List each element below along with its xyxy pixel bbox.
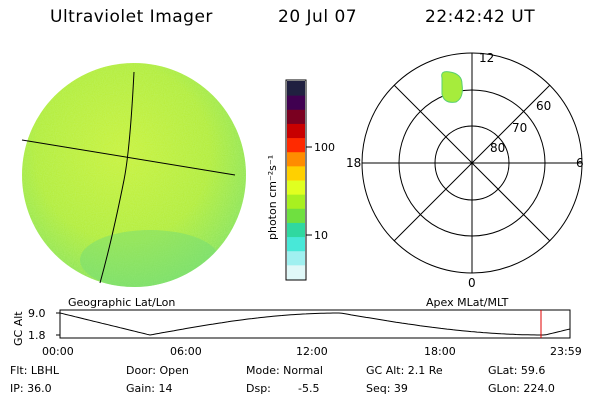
time-label: 22:42:42 UT: [425, 7, 536, 27]
door-readout: Door: Open: [126, 364, 189, 377]
uv-earth-image: [22, 63, 246, 287]
polar-panel-label: Apex MLat/MLT: [426, 296, 509, 309]
altitude-curve: [59, 312, 571, 336]
colorbar-segment: [287, 194, 305, 209]
colorbar-segment: [287, 109, 305, 124]
dsp-label: Dsp:: [246, 382, 271, 395]
auroral-oval-fragment: [441, 71, 463, 103]
alt-axis-label: GC Alt: [12, 311, 25, 346]
mlt-label-6: 6: [576, 156, 584, 170]
filter-readout: Flt: LBHL: [10, 364, 59, 377]
colorbar-segment: [287, 137, 305, 153]
time-tick-0600: 06:00: [170, 345, 202, 358]
lat-label-60: 60: [536, 99, 551, 113]
latitude-grid-line: [21, 139, 236, 176]
glat-readout: GLat: 59.6: [488, 364, 546, 377]
colorbar-tick-100: 100: [314, 141, 335, 154]
colorbar-segment: [287, 250, 305, 266]
mlt-label-18: 18: [346, 156, 361, 170]
colorbar: 100 10 photon cm⁻²s⁻¹: [266, 79, 335, 281]
colorbar-tick-10: 10: [314, 229, 328, 242]
colorbar-segment: [287, 123, 305, 139]
mlt-label-0: 0: [468, 276, 476, 290]
gc-alt-readout: GC Alt: 2.1 Re: [366, 364, 443, 377]
colorbar-segment: [287, 180, 305, 195]
lat-label-70: 70: [512, 121, 527, 135]
time-tick-1800: 18:00: [424, 345, 456, 358]
colorbar-segment: [287, 165, 305, 181]
colorbar-segment: [287, 95, 305, 110]
glon-readout: GLon: 224.0: [488, 382, 555, 395]
polar-plot: 12 18 6 0 60 70 80: [346, 51, 584, 290]
colorbar-segment: [287, 264, 305, 280]
instrument-title: Ultraviolet Imager: [50, 7, 213, 27]
alt-tick-1.8: 1.8: [28, 329, 46, 342]
date-label: 20 Jul 07: [278, 7, 358, 27]
seq-readout: Seq: 39: [366, 382, 408, 395]
altitude-plot: 9.0 1.8 GC Alt: [12, 307, 571, 346]
alt-tick-9: 9.0: [28, 307, 46, 320]
lat-label-80: 80: [490, 141, 505, 155]
mode-readout: Mode: Normal: [246, 364, 323, 377]
ip-readout: IP: 36.0: [10, 382, 52, 395]
colorbar-segment: [287, 208, 305, 223]
time-tick-0000: 00:00: [42, 345, 74, 358]
colorbar-segment: [287, 236, 305, 252]
time-tick-1200: 12:00: [296, 345, 328, 358]
gain-readout: Gain: 14: [126, 382, 173, 395]
mlt-label-12: 12: [479, 51, 494, 65]
geographic-panel-label: Geographic Lat/Lon: [68, 296, 176, 309]
colorbar-segment: [287, 222, 305, 238]
colorbar-segment: [287, 151, 305, 167]
dsp-value: -5.5: [298, 382, 320, 395]
time-tick-2359: 23:59: [550, 345, 582, 358]
longitude-grid-line: [99, 71, 135, 284]
colorbar-segment: [287, 81, 305, 96]
colorbar-unit-label: photon cm⁻²s⁻¹: [266, 155, 279, 240]
